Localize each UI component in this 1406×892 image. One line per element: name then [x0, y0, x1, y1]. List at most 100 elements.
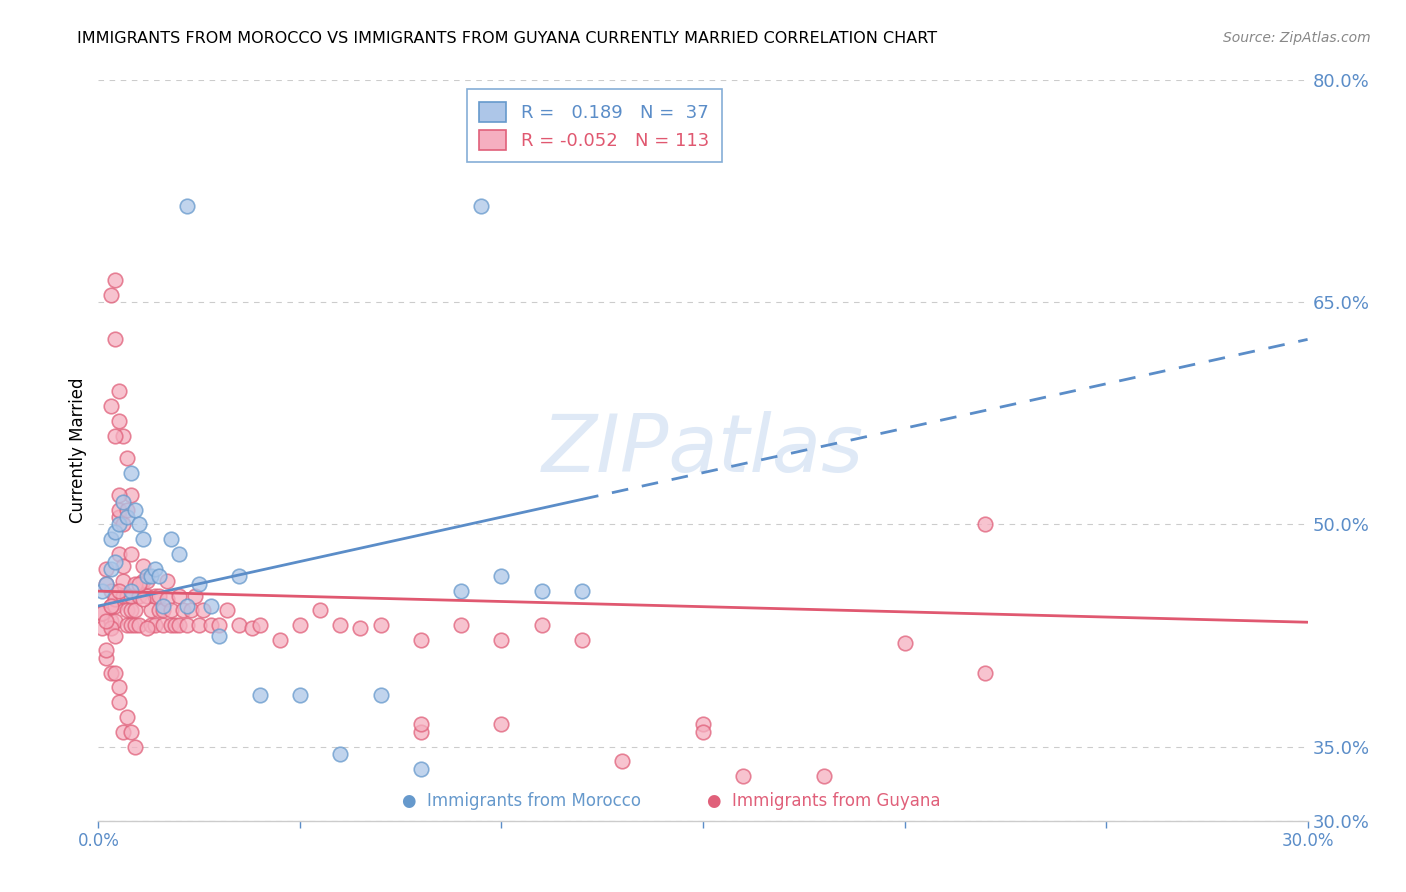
Point — [228, 569, 250, 583]
Point — [974, 517, 997, 532]
Point — [409, 717, 432, 731]
Point — [571, 584, 593, 599]
Point — [107, 584, 129, 599]
Text: IMMIGRANTS FROM MOROCCO VS IMMIGRANTS FROM GUYANA CURRENTLY MARRIED CORRELATION : IMMIGRANTS FROM MOROCCO VS IMMIGRANTS FR… — [77, 31, 938, 46]
Text: ZIPatlas: ZIPatlas — [541, 411, 865, 490]
Point — [107, 502, 129, 516]
Point — [115, 510, 138, 524]
Point — [115, 618, 138, 632]
Point — [100, 533, 122, 547]
Point — [349, 621, 371, 635]
Point — [143, 589, 166, 603]
Point — [135, 589, 157, 603]
Point — [450, 618, 472, 632]
Point — [571, 632, 593, 647]
Point — [176, 618, 198, 632]
Point — [193, 603, 215, 617]
Point — [111, 517, 134, 532]
Point — [100, 614, 122, 628]
Point — [120, 547, 142, 561]
Point — [409, 632, 432, 647]
Point — [124, 618, 146, 632]
Point — [124, 603, 146, 617]
Point — [217, 603, 239, 617]
Point — [249, 618, 271, 632]
Point — [111, 428, 134, 442]
Point — [135, 621, 157, 635]
Point — [115, 450, 138, 465]
Point — [692, 717, 714, 731]
Point — [103, 428, 125, 442]
Point — [148, 569, 170, 583]
Point — [128, 517, 150, 532]
Text: Source: ZipAtlas.com: Source: ZipAtlas.com — [1223, 31, 1371, 45]
Legend: R =   0.189   N =  37, R = -0.052   N = 113: R = 0.189 N = 37, R = -0.052 N = 113 — [467, 89, 721, 162]
Point — [91, 607, 114, 621]
Point — [100, 399, 122, 413]
Point — [91, 584, 114, 599]
Point — [120, 603, 142, 617]
Point — [103, 332, 125, 346]
Point — [100, 288, 122, 302]
Point — [530, 618, 553, 632]
Point — [100, 621, 122, 635]
Point — [120, 589, 142, 603]
Point — [120, 618, 142, 632]
Point — [208, 618, 231, 632]
Point — [329, 618, 352, 632]
Text: ●  Immigrants from Morocco: ● Immigrants from Morocco — [402, 791, 641, 810]
Point — [107, 510, 129, 524]
Point — [188, 618, 211, 632]
Point — [115, 589, 138, 603]
Point — [160, 603, 183, 617]
Point — [107, 488, 129, 502]
Point — [163, 618, 186, 632]
Point — [288, 688, 311, 702]
Point — [107, 517, 129, 532]
Point — [115, 502, 138, 516]
Point — [612, 755, 634, 769]
Point — [120, 488, 142, 502]
Point — [200, 599, 222, 613]
Point — [103, 665, 125, 680]
Point — [100, 665, 122, 680]
Point — [156, 591, 179, 606]
Point — [100, 584, 122, 599]
Point — [128, 589, 150, 603]
Point — [139, 603, 162, 617]
Point — [893, 636, 915, 650]
Point — [288, 618, 311, 632]
Point — [180, 603, 202, 617]
Point — [124, 576, 146, 591]
Point — [96, 650, 118, 665]
Point — [103, 614, 125, 628]
Point — [370, 618, 392, 632]
Point — [269, 632, 291, 647]
Point — [143, 618, 166, 632]
Point — [152, 599, 174, 613]
Point — [107, 384, 129, 399]
Point — [172, 603, 194, 617]
Point — [96, 576, 118, 591]
Point — [156, 574, 179, 588]
Y-axis label: Currently Married: Currently Married — [69, 377, 87, 524]
Point — [733, 769, 755, 783]
Point — [450, 584, 472, 599]
Point — [132, 558, 155, 573]
Point — [813, 769, 835, 783]
Point — [107, 681, 129, 695]
Point — [111, 558, 134, 573]
Point — [111, 724, 134, 739]
Point — [124, 739, 146, 754]
Text: ●  Immigrants from Guyana: ● Immigrants from Guyana — [707, 791, 941, 810]
Point — [152, 603, 174, 617]
Point — [167, 547, 190, 561]
Point — [96, 614, 118, 628]
Point — [143, 562, 166, 576]
Point — [309, 603, 332, 617]
Point — [100, 599, 122, 613]
Point — [103, 273, 125, 287]
Point — [111, 589, 134, 603]
Point — [96, 562, 118, 576]
Point — [152, 618, 174, 632]
